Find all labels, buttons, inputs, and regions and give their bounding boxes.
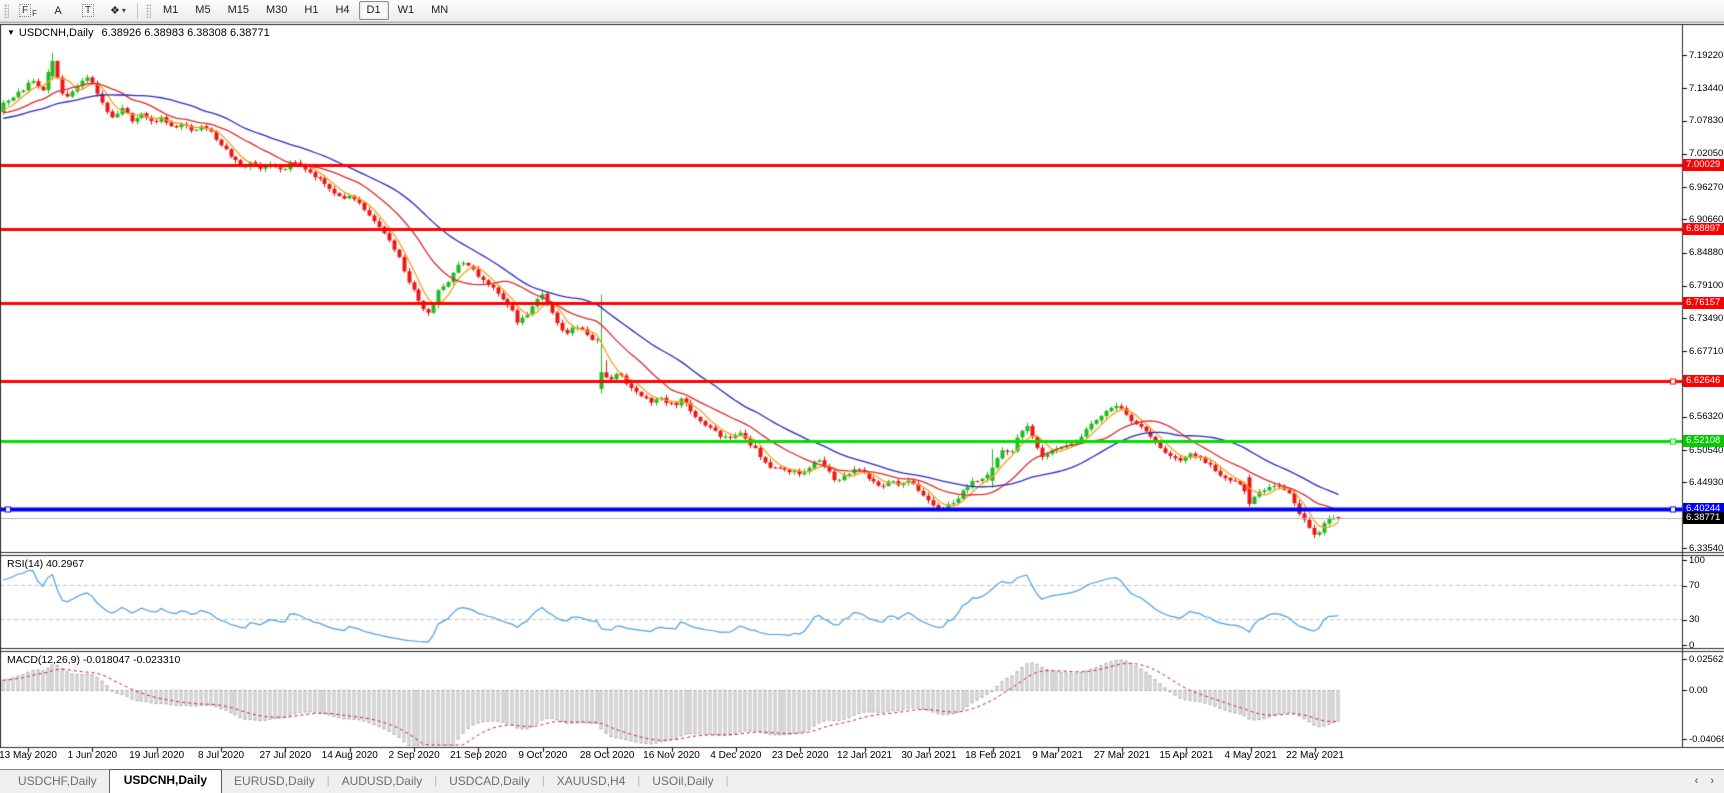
price-axis-tick: 6.79100 (1689, 280, 1724, 292)
price-axis-tick: 6.50540 (1689, 444, 1724, 456)
price-axis-tick: 7.19220 (1689, 49, 1724, 61)
date-axis-label: 27 Mar 2021 (1093, 750, 1151, 761)
toolbar-separator (137, 2, 138, 19)
date-axis-label: 9 Mar 2021 (1032, 750, 1083, 761)
chart-tab-usdcnh[interactable]: USDCNH,Daily (108, 769, 223, 793)
price-axis-tick: 6.67710 (1689, 345, 1724, 357)
date-axis-label: 13 May 2020 (0, 750, 57, 761)
text-tool-icon[interactable]: T (73, 1, 103, 20)
price-axis-tick: 6.33540 (1689, 542, 1724, 554)
toolbar-grip[interactable] (4, 3, 9, 18)
rsi-axis-tick: 0 (1689, 639, 1695, 651)
date-axis-label: 21 Sep 2020 (450, 750, 507, 761)
chart-tab-eurusd[interactable]: EURUSD,Daily (234, 774, 315, 788)
chart-tab-usdcad[interactable]: USDCAD,Daily (449, 774, 530, 788)
level-price-label[interactable]: 6.62646 (1683, 374, 1724, 387)
macd-axis-tick: 0.025623 (1689, 653, 1724, 665)
toolbar-grip-2[interactable] (146, 3, 151, 18)
chart-tab-bar: USDCHF,Daily USDCNH,Daily EURUSD,Daily | AUD… (0, 769, 1724, 793)
timeframe-button-M15[interactable]: M15 (227, 4, 249, 16)
date-axis-label: 12 Jan 2021 (837, 750, 893, 761)
date-axis-label: 23 Dec 2020 (771, 750, 829, 761)
arrows-glyph: ❖ (110, 5, 120, 17)
chart-tab-usoil[interactable]: USOil,Daily (652, 774, 714, 788)
level-price-label[interactable]: 6.88897 (1683, 223, 1724, 236)
tab-scroll-right-icon[interactable]: › (1710, 775, 1714, 787)
date-axis-label: 14 Aug 2020 (321, 750, 378, 761)
tab-separator: | (541, 775, 545, 787)
rsi-axis-tick: 70 (1689, 580, 1700, 591)
tab-separator: | (637, 775, 641, 787)
timeframe-button-M30[interactable]: M30 (265, 4, 288, 16)
tab-separator: | (434, 775, 438, 787)
date-axis-label: 9 Oct 2020 (518, 750, 568, 761)
fibonacci-glyph: F (19, 4, 32, 17)
text-label-glyph: A (54, 4, 62, 17)
timeframe-button-MN[interactable]: MN (431, 4, 449, 16)
price-axis-tick: 6.56320 (1689, 411, 1724, 423)
date-axis-label: 16 Nov 2020 (643, 750, 700, 761)
date-axis-label: 28 Oct 2020 (579, 750, 635, 761)
date-axis-label: 22 May 2021 (1286, 750, 1344, 761)
price-axis-tick: 7.13440 (1689, 82, 1724, 94)
text-glyph: T (81, 4, 95, 17)
tab-separator: | (725, 775, 729, 787)
tab-scroll-arrows: ‹ › (1685, 775, 1724, 793)
timeframe-button-M1[interactable]: M1 (163, 4, 179, 16)
date-axis-label: 4 Dec 2020 (710, 750, 762, 761)
date-axis-label: 18 Feb 2021 (965, 750, 1022, 761)
price-axis-tick: 6.96270 (1689, 181, 1724, 193)
level-price-label[interactable]: 6.76157 (1683, 296, 1724, 309)
date-axis-label: 2 Sep 2020 (388, 750, 440, 761)
rsi-axis-tick: 30 (1689, 614, 1700, 625)
macd-axis-tick: -0.040687 (1689, 733, 1724, 745)
timeframe-button-H4[interactable]: H4 (335, 4, 350, 16)
text-label-tool-icon[interactable]: A (43, 1, 73, 20)
date-axis-label: 30 Jan 2021 (901, 750, 957, 761)
date-axis-label: 19 Jun 2020 (129, 750, 185, 761)
timeframe-button-W1[interactable]: W1 (397, 4, 415, 16)
macd-indicator-label: MACD(12,26,9) -0.018047 -0.023310 (7, 654, 181, 666)
arrows-tool-icon[interactable]: ❖ ▾ (103, 1, 133, 20)
chart-dropdown-icon[interactable]: ▼ (7, 28, 15, 37)
rsi-indicator-label: RSI(14) 40.2967 (7, 558, 85, 570)
timeframe-button-H1[interactable]: H1 (304, 4, 319, 16)
chart-tab-usdchf[interactable]: USDCHF,Daily (18, 774, 97, 788)
price-axis-tick: 7.07830 (1689, 115, 1724, 127)
date-axis-label: 1 Jun 2020 (67, 750, 118, 761)
rsi-axis-tick: 100 (1689, 554, 1705, 566)
chart-ohlc-values: 6.38926 6.38983 6.38308 6.38771 (101, 27, 270, 39)
date-axis-label: 8 Jul 2020 (197, 750, 245, 761)
price-axis-tick: 6.84880 (1689, 247, 1724, 259)
tab-separator: | (326, 775, 330, 787)
date-axis-label: 4 May 2021 (1224, 750, 1277, 761)
timeframe-button-D1[interactable]: D1 (358, 1, 389, 20)
level-price-label[interactable]: 7.00029 (1683, 159, 1724, 172)
timeframe-button-M5[interactable]: M5 (195, 4, 211, 16)
chart-tabs: USDCHF,Daily USDCNH,Daily EURUSD,Daily | AUD… (0, 769, 728, 793)
macd-axis-tick: 0.00 (1689, 684, 1708, 696)
current-price-label: 6.38771 (1683, 511, 1724, 524)
price-axis-tick: 6.73490 (1689, 312, 1724, 324)
chart-symbol-period: USDCNH,Daily (18, 27, 94, 39)
chart-tab-xauusd[interactable]: XAUUSD,H4 (556, 774, 626, 788)
price-axis-tick: 6.90660 (1689, 213, 1724, 225)
chart-title: ▼ USDCNH,Daily 6.38926 6.38983 6.38308 6.3… (7, 27, 270, 39)
price-axis-tick: 6.44930 (1689, 476, 1724, 488)
tab-scroll-left-icon[interactable]: ‹ (1694, 775, 1699, 787)
chart-tab-audusd[interactable]: AUDUSD,Daily (341, 774, 423, 788)
chevron-down-icon[interactable]: ▾ (121, 6, 126, 15)
level-price-label[interactable]: 6.52108 (1683, 435, 1724, 448)
timeframe-buttons: M1 M5 M15 M30 H1 H4 D1 W1 MN (155, 1, 456, 20)
date-axis-label: 15 Apr 2021 (1159, 750, 1214, 761)
price-axis-tick: 7.02050 (1689, 148, 1724, 160)
date-axis-label: 27 Jul 2020 (259, 750, 312, 761)
